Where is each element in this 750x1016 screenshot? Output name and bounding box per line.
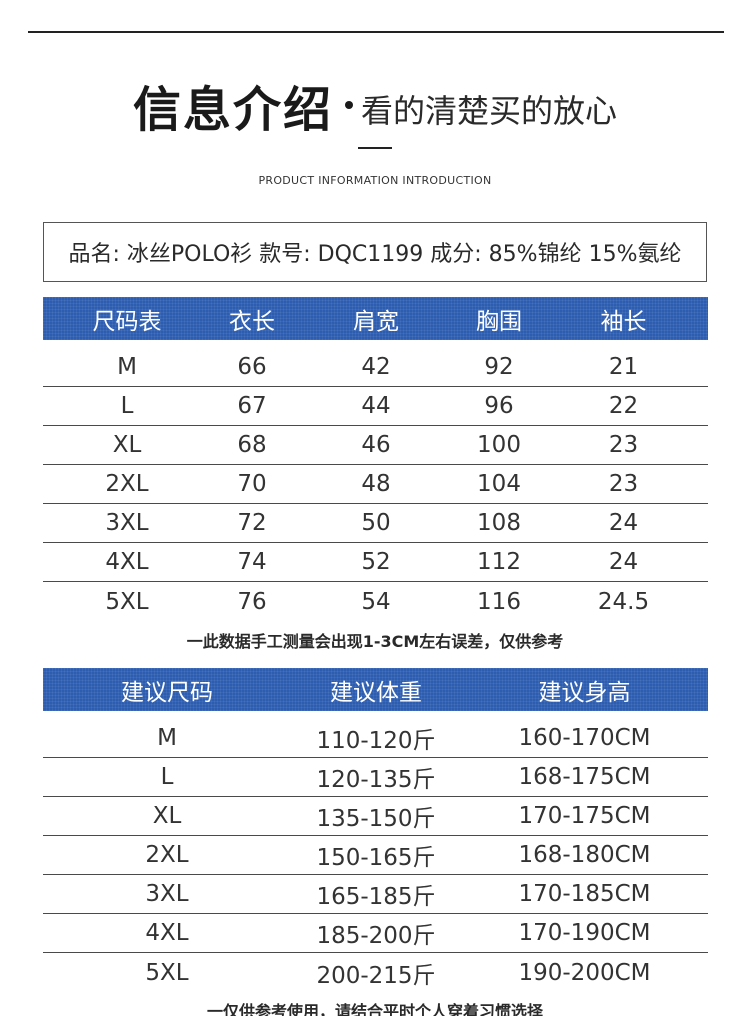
table-cell: 42 — [361, 354, 391, 380]
table-cell: 21 — [608, 354, 639, 380]
table-cell: 92 — [484, 354, 514, 380]
table-cell: 110-120斤 — [316, 728, 436, 754]
table-cell: 70 — [237, 471, 267, 497]
size-header-cell: 袖长 — [600, 308, 647, 335]
table-cell: 74 — [237, 549, 267, 575]
table-cell: 190-200CM — [518, 959, 651, 986]
table-cell: 150-165斤 — [316, 845, 436, 871]
table-row: XL 135-150斤 170-175CM — [43, 797, 708, 836]
table-row: L 67 44 96 22 — [43, 387, 708, 426]
table-cell: 50 — [361, 510, 391, 536]
table-cell: 24.5 — [597, 588, 650, 615]
size-header-cell: 尺码表 — [92, 308, 162, 335]
table-cell: 170-190CM — [518, 920, 651, 946]
table-cell: 200-215斤 — [316, 962, 436, 989]
table-cell: 96 — [484, 393, 514, 419]
table-cell: L — [120, 393, 134, 419]
table-cell: 5XL — [105, 588, 149, 615]
title-dot-icon — [345, 101, 353, 109]
size-table: M 66 42 92 21 L 67 44 96 22 XL 68 46 100… — [43, 348, 708, 621]
size-header-cell: 胸围 — [476, 308, 522, 335]
table-cell: 23 — [608, 471, 639, 497]
table-row: 2XL 150-165斤 168-180CM — [43, 836, 708, 875]
section-title: 信息介绍 看的清楚买的放心 — [0, 70, 750, 140]
table-cell: XL — [152, 803, 182, 829]
table-cell: 112 — [477, 549, 521, 575]
table-row: M 110-120斤 160-170CM — [43, 719, 708, 758]
table-row: M 66 42 92 21 — [43, 348, 708, 387]
table-cell: 185-200斤 — [316, 923, 436, 949]
table-cell: 135-150斤 — [316, 806, 436, 832]
table-row: 4XL 185-200斤 170-190CM — [43, 914, 708, 953]
table-row: 3XL 165-185斤 170-185CM — [43, 875, 708, 914]
table-row: XL 68 46 100 23 — [43, 426, 708, 465]
table-cell: 52 — [361, 549, 391, 575]
table-cell: 66 — [237, 354, 267, 380]
table-cell: 23 — [608, 432, 639, 458]
table-cell: 22 — [608, 393, 639, 419]
table-cell: M — [157, 725, 177, 751]
title-underline — [358, 147, 392, 149]
table-cell: 168-180CM — [518, 842, 651, 868]
table-cell: 24 — [608, 510, 639, 536]
product-info-text: 品名: 冰丝POLO衫 款号: DQC1199 成分: 85%锦纶 15%氨纶 — [68, 242, 682, 267]
recommend-header-cell: 建议身高 — [538, 679, 631, 706]
table-cell: 116 — [477, 588, 521, 615]
table-cell: 170-175CM — [518, 803, 651, 829]
product-info-box: 品名: 冰丝POLO衫 款号: DQC1199 成分: 85%锦纶 15%氨纶 — [43, 222, 707, 282]
table-row: 5XL 76 54 116 24.5 — [43, 582, 708, 621]
table-row: 4XL 74 52 112 24 — [43, 543, 708, 582]
table-row: 3XL 72 50 108 24 — [43, 504, 708, 543]
table-cell: 2XL — [145, 842, 189, 868]
table-row: 5XL 200-215斤 190-200CM — [43, 953, 708, 992]
table-cell: 104 — [477, 471, 521, 497]
table-cell: 120-135斤 — [316, 767, 436, 793]
table-cell: 4XL — [145, 920, 189, 946]
measurement-note: 一此数据手工测量会出现1-3CM左右误差，仅供参考 — [186, 632, 564, 651]
table-cell: 44 — [361, 393, 391, 419]
table-cell: 67 — [237, 393, 267, 419]
recommend-table: M 110-120斤 160-170CM L 120-135斤 168-175C… — [43, 719, 708, 992]
table-cell: 72 — [237, 510, 267, 536]
table-cell: M — [117, 354, 137, 380]
table-cell: 100 — [477, 432, 521, 458]
recommend-table-header: 建议尺码 建议体重 建议身高 — [43, 668, 708, 711]
table-cell: 5XL — [145, 959, 189, 986]
size-table-header: 尺码表 衣长 肩宽 胸围 袖长 — [43, 297, 708, 340]
size-header-cell: 肩宽 — [353, 308, 399, 335]
table-cell: 3XL — [105, 510, 149, 536]
recommend-header-cell: 建议尺码 — [121, 679, 213, 706]
table-cell: XL — [112, 432, 142, 458]
table-cell: 170-185CM — [518, 881, 651, 907]
table-cell: 76 — [237, 588, 267, 615]
recommend-note: 一仅供参考使用，请结合平时个人穿着习惯选择 — [206, 1002, 543, 1016]
table-cell: 3XL — [145, 881, 189, 907]
table-row: L 120-135斤 168-175CM — [43, 758, 708, 797]
table-cell: 46 — [361, 432, 391, 458]
title-main: 信息介绍 — [132, 82, 333, 138]
top-divider — [28, 31, 724, 33]
table-cell: 2XL — [105, 471, 149, 497]
title-english: PRODUCT INFORMATION INTRODUCTION — [258, 174, 492, 187]
recommend-header-cell: 建议体重 — [330, 679, 422, 706]
table-cell: 168-175CM — [518, 764, 651, 790]
size-header-cell: 衣长 — [229, 308, 275, 335]
title-sub: 看的清楚买的放心 — [361, 92, 618, 130]
table-cell: 68 — [237, 432, 267, 458]
table-cell: 4XL — [105, 549, 149, 575]
table-cell: 160-170CM — [518, 725, 651, 751]
table-cell: 24 — [608, 549, 639, 575]
table-cell: 54 — [361, 588, 391, 615]
table-cell: L — [160, 764, 174, 790]
table-cell: 165-185斤 — [316, 884, 436, 910]
table-cell: 48 — [361, 471, 391, 497]
table-cell: 108 — [477, 510, 521, 536]
table-row: 2XL 70 48 104 23 — [43, 465, 708, 504]
